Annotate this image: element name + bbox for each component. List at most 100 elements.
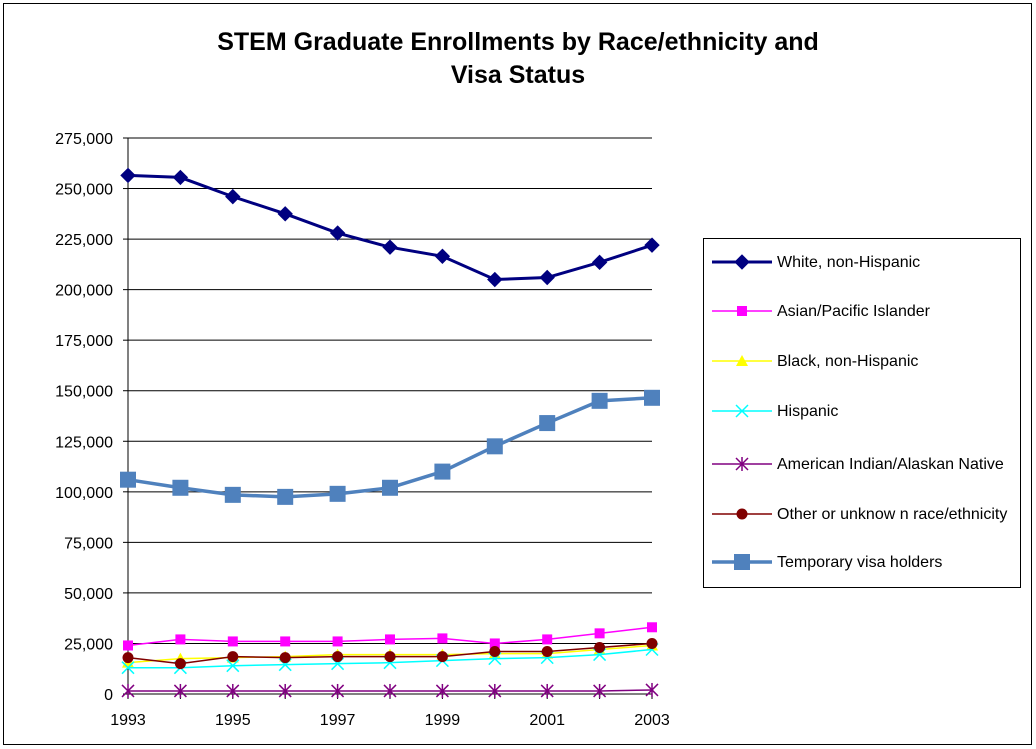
data-point xyxy=(644,237,660,253)
data-point xyxy=(645,682,659,697)
data-point xyxy=(329,485,346,502)
data-point xyxy=(277,488,294,505)
legend-marker xyxy=(736,355,748,366)
legend-marker xyxy=(735,404,749,418)
y-tick-label: 100,000 xyxy=(55,485,113,502)
series-2 xyxy=(123,622,657,651)
data-point xyxy=(434,248,451,264)
legend-symbol xyxy=(712,306,772,316)
data-point xyxy=(486,438,503,455)
data-point xyxy=(331,683,345,698)
legend-item: Black, non-Hispanic xyxy=(704,346,1020,392)
data-point xyxy=(120,471,136,488)
data-point xyxy=(226,683,240,698)
data-point xyxy=(383,683,397,698)
data-point xyxy=(121,661,135,675)
data-point xyxy=(382,479,398,496)
series-1 xyxy=(120,167,660,288)
data-point xyxy=(120,167,136,184)
legend-marker xyxy=(736,508,748,520)
data-point xyxy=(594,641,606,653)
data-point xyxy=(175,634,186,645)
data-point xyxy=(278,683,292,698)
series-5 xyxy=(121,682,659,698)
data-point xyxy=(539,269,555,286)
x-tick-label: 1995 xyxy=(215,712,251,729)
y-tick-label: 200,000 xyxy=(55,283,113,300)
series-line xyxy=(127,173,653,282)
legend-item: Other or unknow n race/ethnicity xyxy=(704,499,1020,545)
legend-label: White, non-Hispanic xyxy=(777,254,921,271)
data-point xyxy=(591,392,608,409)
legend: White, non-Hispanic Asian/Pacific Islande… xyxy=(703,238,1021,588)
series-lines xyxy=(120,167,660,698)
x-tick-label: 1999 xyxy=(425,712,461,729)
y-tick-label: 50,000 xyxy=(64,586,113,603)
axes: 0 25,000 50,000 75,000 100,000 125,000 150,000… xyxy=(55,131,670,729)
data-point xyxy=(122,652,134,664)
data-point xyxy=(647,622,657,633)
data-point xyxy=(644,389,660,406)
x-tick-label: 2001 xyxy=(529,712,565,729)
legend-item: Temporary visa holders xyxy=(704,547,1020,593)
x-tick-label: 1993 xyxy=(110,712,146,729)
legend-symbol xyxy=(712,404,772,418)
data-point xyxy=(541,646,553,658)
x-tick-label: 1997 xyxy=(320,712,356,729)
data-point xyxy=(487,271,503,288)
y-tick-label: 0 xyxy=(104,687,113,704)
legend-label: Asian/Pacific Islander xyxy=(777,303,930,320)
data-point xyxy=(593,683,607,698)
data-point xyxy=(227,636,238,647)
data-point xyxy=(489,638,500,649)
data-point xyxy=(591,254,608,271)
data-point xyxy=(227,651,239,663)
series-7 xyxy=(120,389,660,505)
data-point xyxy=(123,640,133,651)
legend-symbol xyxy=(712,457,772,471)
legend-label: Hispanic xyxy=(777,403,839,420)
legend-symbol xyxy=(712,554,772,570)
y-tick-label: 25,000 xyxy=(64,636,113,653)
data-point xyxy=(435,683,449,698)
y-tick-label: 250,000 xyxy=(55,182,113,199)
data-point xyxy=(382,239,398,255)
y-tick-label: 75,000 xyxy=(64,535,113,552)
data-point xyxy=(226,659,240,673)
data-point xyxy=(172,479,189,496)
legend-item: Asian/Pacific Islander xyxy=(704,296,1020,342)
legend-marker xyxy=(734,254,750,270)
data-point xyxy=(594,628,605,639)
y-tick-label: 150,000 xyxy=(55,384,113,401)
data-point xyxy=(434,463,451,480)
data-point xyxy=(279,652,291,664)
gridlines xyxy=(128,137,652,644)
x-tick-label: 2003 xyxy=(634,712,670,729)
data-point xyxy=(174,658,186,670)
legend-label: Other or unknow n race/ethnicity xyxy=(777,506,1008,523)
legend-item: American Indian/Alaskan Native xyxy=(704,449,1020,495)
series-6 xyxy=(122,637,658,670)
data-point xyxy=(488,683,502,698)
y-tick-label: 225,000 xyxy=(55,232,113,249)
legend-marker xyxy=(737,306,747,316)
y-tick-label: 175,000 xyxy=(55,333,113,350)
data-point xyxy=(329,225,346,241)
legend-label: Black, non-Hispanic xyxy=(777,353,919,370)
data-point xyxy=(542,634,553,645)
legend-item: White, non-Hispanic xyxy=(704,247,1020,293)
legend-symbol xyxy=(712,254,772,270)
legend-marker xyxy=(735,457,749,471)
data-point xyxy=(436,651,448,663)
data-point xyxy=(277,206,293,222)
legend-item: Hispanic xyxy=(704,396,1020,442)
legend-symbol xyxy=(712,355,772,366)
legend-marker xyxy=(734,554,750,570)
y-tick-label: 125,000 xyxy=(55,434,113,451)
data-point xyxy=(332,636,343,647)
data-point xyxy=(489,646,501,658)
data-point xyxy=(646,637,658,649)
data-point xyxy=(280,636,291,647)
chart-title: STEM Graduate Enrollments by Race/ethnic… xyxy=(217,28,819,89)
